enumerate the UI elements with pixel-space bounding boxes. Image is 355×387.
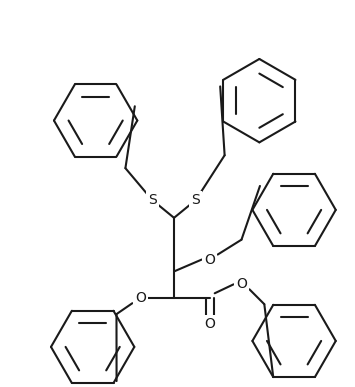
Text: O: O bbox=[135, 291, 146, 305]
Text: O: O bbox=[204, 253, 215, 267]
Text: S: S bbox=[191, 193, 200, 207]
Text: S: S bbox=[148, 193, 157, 207]
Text: O: O bbox=[236, 277, 247, 291]
Text: O: O bbox=[204, 317, 215, 331]
